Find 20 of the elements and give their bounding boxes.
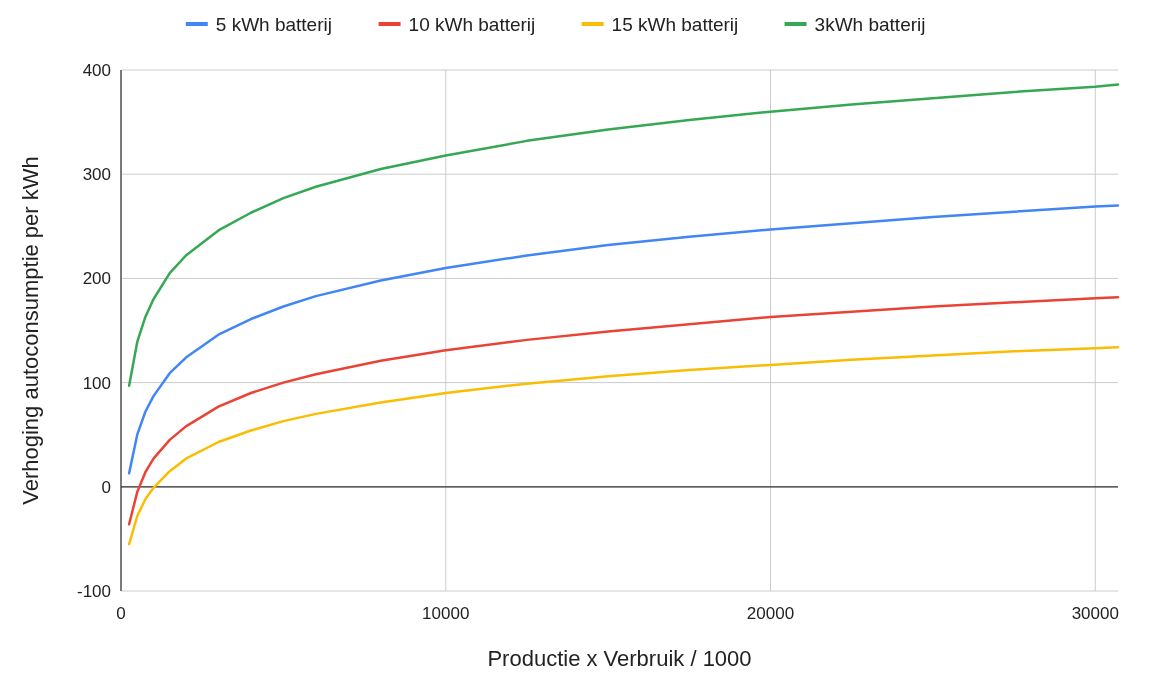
y-axis-title: Verhoging autoconsumptie per kWh	[18, 156, 43, 505]
y-tick-label: -100	[76, 581, 111, 601]
y-tick-label: 200	[82, 269, 111, 289]
y-tick-label: 300	[82, 165, 111, 185]
line-series	[127, 204, 1120, 475]
line-series	[127, 295, 1120, 526]
legend-label: 10 kWh batterij	[408, 13, 536, 35]
line-series	[127, 345, 1120, 546]
y-tick-label: 0	[101, 477, 111, 497]
line-series	[127, 83, 1120, 387]
x-tick-label: 0	[116, 604, 126, 623]
x-tick-label: 30000	[1071, 604, 1119, 623]
x-tick-label: 20000	[746, 604, 795, 623]
legend-label: 3kWh batterij	[814, 13, 926, 35]
x-axis-title: Productie x Verbruik / 1000	[487, 646, 752, 671]
legend-label: 5 kWh batterij	[215, 13, 332, 35]
y-tick-label: 400	[82, 60, 111, 80]
y-tick-label: 100	[82, 373, 111, 393]
legend-label: 15 kWh batterij	[611, 13, 739, 35]
x-tick-label: 10000	[422, 604, 470, 623]
